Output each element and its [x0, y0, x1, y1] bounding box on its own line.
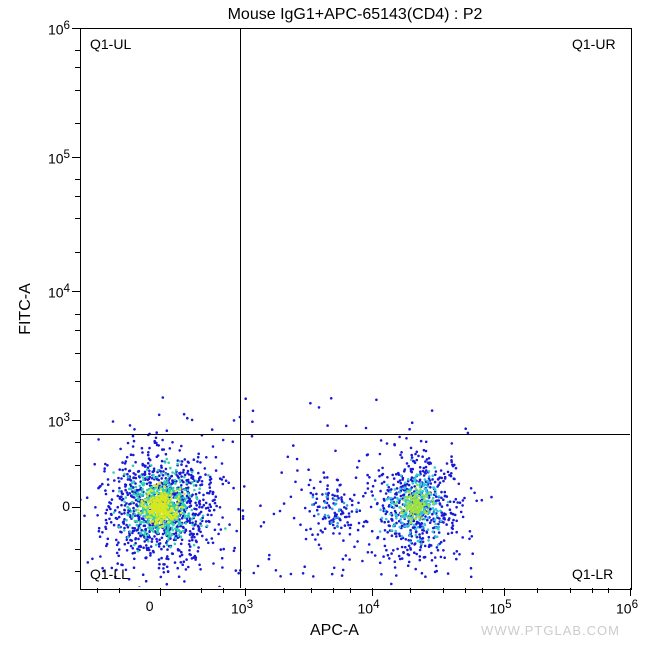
x-tick	[160, 588, 161, 596]
y-minor-tick	[75, 571, 80, 572]
y-tick	[72, 291, 80, 292]
x-minor-tick	[608, 588, 609, 593]
y-minor-tick	[75, 442, 80, 443]
x-minor-tick	[537, 588, 538, 593]
quad-line-vertical	[240, 28, 241, 588]
chart-container: Mouse IgG1+APC-65143(CD4) : P2 APC-A FIT…	[0, 0, 650, 648]
y-minor-tick	[75, 179, 80, 180]
watermark-text: WWW.PTGLAB.COM	[481, 623, 620, 638]
y-tick-label: 103	[48, 411, 70, 430]
x-tick	[630, 588, 631, 596]
x-tick-label: 0	[146, 598, 154, 614]
y-minor-tick	[75, 90, 80, 91]
x-tick-label: 106	[616, 598, 638, 617]
y-minor-tick	[75, 465, 80, 466]
y-tick-label: 0	[62, 498, 70, 514]
y-axis-label: FITC-A	[17, 279, 35, 339]
x-minor-tick	[443, 588, 444, 593]
x-axis-label: APC-A	[310, 622, 359, 640]
quad-label-ll: Q1-LL	[90, 566, 129, 582]
x-minor-tick	[570, 588, 571, 593]
quad-label-ur: Q1-UR	[572, 36, 616, 52]
x-tick-label: 105	[490, 598, 512, 617]
x-minor-tick	[465, 588, 466, 593]
x-minor-tick	[482, 588, 483, 593]
y-minor-tick	[75, 50, 80, 51]
x-minor-tick	[350, 588, 351, 593]
y-minor-tick	[75, 252, 80, 253]
y-tick	[72, 28, 80, 29]
x-minor-tick	[201, 588, 202, 593]
x-tick	[245, 588, 246, 596]
y-tick	[72, 420, 80, 421]
x-tick-label: 103	[231, 598, 253, 617]
y-tick-label: 106	[48, 19, 70, 38]
y-minor-tick	[75, 123, 80, 124]
y-minor-tick	[75, 196, 80, 197]
quad-label-ul: Q1-UL	[90, 36, 131, 52]
x-minor-tick	[410, 588, 411, 593]
x-minor-tick	[592, 588, 593, 593]
x-minor-tick	[223, 588, 224, 593]
y-minor-tick	[75, 218, 80, 219]
quad-line-horizontal	[80, 434, 630, 435]
x-minor-tick	[119, 588, 120, 593]
y-tick	[72, 507, 80, 508]
y-minor-tick	[75, 381, 80, 382]
x-minor-tick	[311, 588, 312, 593]
y-minor-tick	[75, 67, 80, 68]
x-tick	[372, 588, 373, 596]
y-minor-tick	[75, 549, 80, 550]
y-tick	[72, 157, 80, 158]
y-minor-tick	[75, 330, 80, 331]
x-minor-tick	[284, 588, 285, 593]
x-minor-tick	[333, 588, 334, 593]
y-minor-tick	[75, 314, 80, 315]
y-minor-tick	[75, 353, 80, 354]
x-minor-tick	[97, 588, 98, 593]
x-tick-label: 104	[358, 598, 380, 617]
quad-label-lr: Q1-LR	[572, 566, 613, 582]
x-tick	[504, 588, 505, 596]
y-tick-label: 104	[48, 282, 70, 301]
y-tick-label: 105	[48, 148, 70, 167]
scatter-plot	[0, 0, 650, 648]
